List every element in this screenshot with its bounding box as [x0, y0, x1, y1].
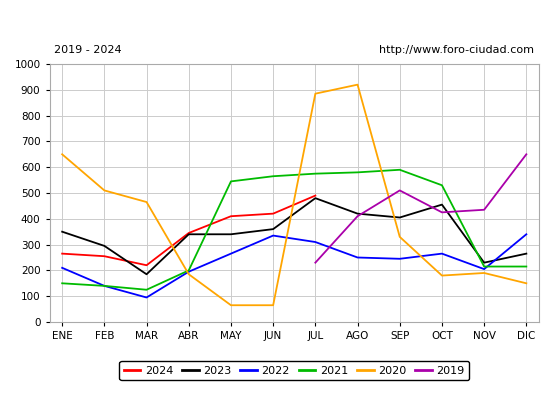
Text: Evolucion Nº Turistas Nacionales en el municipio de Casasbuenas: Evolucion Nº Turistas Nacionales en el m… [57, 12, 493, 26]
Text: 2019 - 2024: 2019 - 2024 [54, 45, 122, 55]
Text: http://www.foro-ciudad.com: http://www.foro-ciudad.com [379, 45, 534, 55]
Legend: 2024, 2023, 2022, 2021, 2020, 2019: 2024, 2023, 2022, 2021, 2020, 2019 [119, 361, 469, 380]
